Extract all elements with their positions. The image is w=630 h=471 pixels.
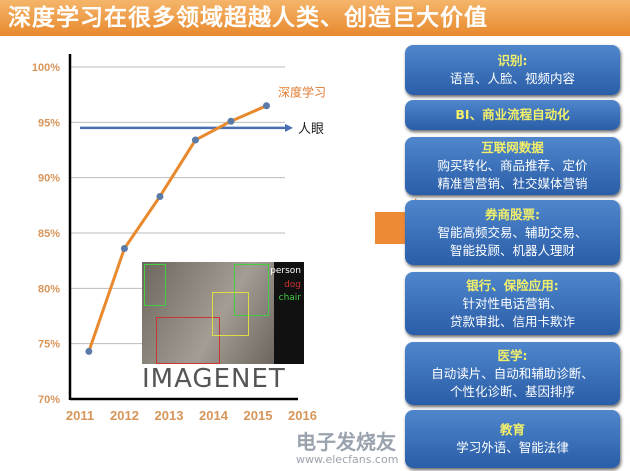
box-heading: 医学: — [497, 347, 528, 363]
imagenet-logo: IMAGENET — [142, 364, 286, 394]
y-tick-label: 75% — [38, 339, 60, 351]
y-tick-label: 85% — [38, 228, 60, 240]
box-heading: 教育 — [499, 422, 525, 437]
box-heading: 识别: — [497, 53, 528, 68]
x-tick-label: 2012 — [110, 408, 139, 423]
x-tick-label: 2014 — [199, 408, 229, 423]
box-heading: 互联网数据 — [481, 140, 544, 155]
box-heading: 券商股票: — [485, 206, 540, 222]
x-tick-label: 2015 — [244, 408, 273, 423]
application-box: 券商股票: 智能高频交易、辅助交易、 智能投顾、机器人理财 — [405, 200, 620, 265]
data-point — [262, 102, 270, 110]
human-eye-arrowhead — [285, 123, 293, 132]
x-tick-label: 2011 — [66, 408, 94, 423]
box-line: 购买转化、商品推荐、定价 — [437, 158, 588, 173]
label-person: person — [270, 266, 301, 276]
box-line: 精准营营销、社交媒体营销 — [437, 176, 588, 191]
data-point — [191, 136, 199, 144]
application-box: 互联网数据购买转化、商品推荐、定价 精准营营销、社交媒体营销 — [405, 137, 620, 195]
application-box: 医学: 自动读片、自动和辅助诊断、 个性化诊断、基因排序 — [405, 342, 620, 405]
y-tick-label: 95% — [38, 117, 60, 129]
x-tick-label: 2016 — [288, 408, 317, 423]
box-line: 自动读片、自动和辅助诊断、 — [431, 365, 594, 381]
box-line: 针对性电话营销、 — [462, 295, 563, 311]
human-eye-label: 人眼 — [298, 122, 324, 137]
imagenet-photo: person dog chair — [142, 262, 304, 364]
data-point — [85, 347, 93, 355]
data-point — [227, 117, 235, 125]
slide-title: 深度学习在很多领域超越人类、创造巨大价值 — [0, 0, 630, 36]
watermark-url: www.elecfans.com — [296, 453, 399, 466]
data-point — [156, 192, 164, 200]
y-tick-label: 100% — [32, 62, 60, 74]
y-tick-label: 70% — [38, 394, 60, 406]
application-box: 银行、保险应用: 针对性电话营销、 贷款审批、信用卡欺诈 — [405, 272, 620, 335]
box-heading: BI、商业流程自动化 — [455, 107, 570, 122]
box-heading: 银行、保险应用: — [466, 277, 559, 293]
y-tick-label: 90% — [38, 173, 60, 185]
x-tick-label: 2013 — [155, 408, 184, 423]
label-dog: dog — [284, 280, 301, 290]
deep-learning-line — [87, 104, 268, 352]
application-box: 识别: 语音、人脸、视频内容 — [405, 45, 620, 95]
deep-learning-label: 深度学习 — [278, 84, 326, 99]
box-line: 贷款审批、信用卡欺诈 — [449, 313, 575, 329]
watermark-name: 电子发烧友 — [296, 430, 396, 454]
box-line: 语音、人脸、视频内容 — [449, 71, 575, 86]
data-point — [120, 244, 128, 252]
box-line: 个性化诊断、基因排序 — [449, 383, 575, 399]
box-line: 智能高频交易、辅助交易、 — [437, 224, 588, 240]
application-box: 教育学习外语、智能法律 — [405, 410, 620, 468]
application-box: BI、商业流程自动化 — [405, 100, 620, 130]
y-tick-label: 80% — [38, 283, 60, 295]
label-chair: chair — [278, 293, 301, 303]
box-line: 智能投顾、机器人理财 — [449, 242, 575, 258]
box-line: 学习外语、智能法律 — [456, 440, 569, 455]
